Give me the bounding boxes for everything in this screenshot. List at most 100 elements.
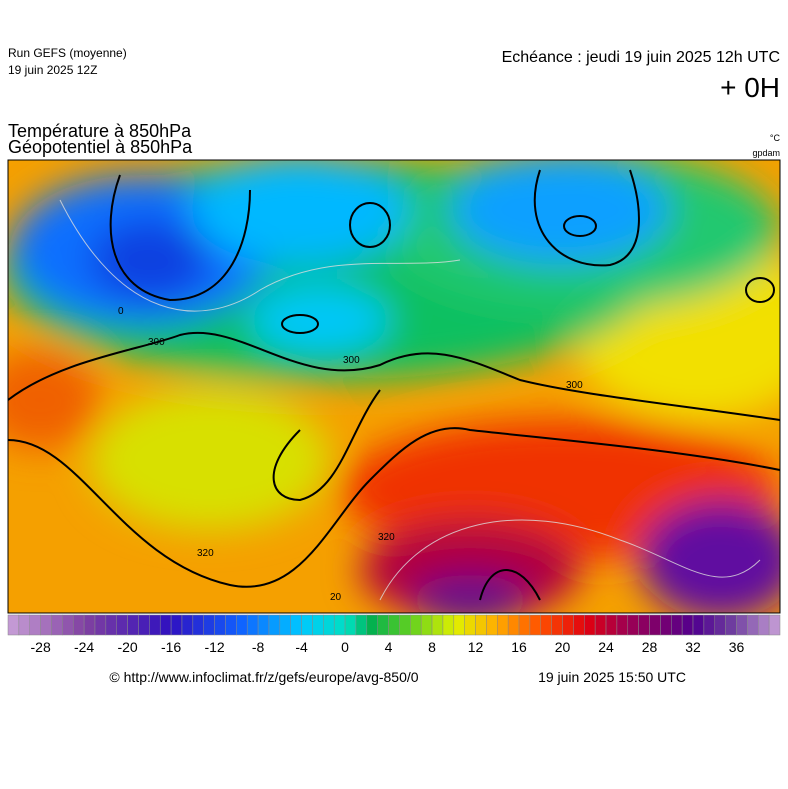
- colorbar-tick-label: 12: [468, 639, 484, 655]
- colorbar-swatch: [584, 614, 596, 636]
- colorbar-swatch: [257, 614, 270, 636]
- colorbar-swatch: [660, 614, 672, 636]
- colorbar-swatch: [116, 614, 128, 636]
- colorbar-swatch: [605, 614, 618, 636]
- colorbar-swatch: [594, 614, 607, 636]
- colorbar-swatch: [768, 614, 781, 636]
- colorbar-swatch: [758, 614, 770, 636]
- colorbar-tick-label: 4: [385, 639, 393, 655]
- colorbar-swatch: [551, 614, 563, 636]
- colorbar-swatch: [431, 614, 444, 636]
- colorbar-swatch: [410, 614, 422, 636]
- colorbar-swatch: [692, 614, 705, 636]
- contour-label: 300: [148, 337, 165, 348]
- colorbar-tick-label: 24: [598, 639, 614, 655]
- colorbar-swatch: [83, 614, 96, 636]
- colorbar-swatch: [627, 614, 639, 636]
- colorbar-swatch: [170, 614, 183, 636]
- colorbar-tick-label: 28: [642, 639, 658, 655]
- colorbar-swatch: [649, 614, 661, 636]
- colorbar-swatch: [181, 614, 194, 636]
- unit-temperature: °C: [770, 133, 781, 143]
- colorbar-swatch: [399, 614, 411, 636]
- colorbar-swatch: [486, 614, 498, 636]
- colorbar-swatch: [323, 614, 335, 636]
- colorbar-swatch: [333, 614, 346, 636]
- colorbar-swatch: [540, 614, 552, 636]
- colorbar-swatch: [192, 614, 204, 636]
- colorbar-swatch: [203, 614, 215, 636]
- colorbar-swatch: [377, 614, 389, 636]
- colorbar-tick-label: -12: [204, 639, 224, 655]
- colorbar-swatch: [573, 614, 585, 636]
- colorbar-tick-label: -20: [117, 639, 137, 655]
- echeance: Echéance : jeudi 19 juin 2025 12h UTC: [502, 49, 780, 66]
- colorbar-tick-label: 36: [729, 639, 745, 655]
- colorbar-swatch: [442, 614, 455, 636]
- source-url: © http://www.infoclimat.fr/z/gefs/europe…: [109, 669, 418, 685]
- colorbar-swatch: [236, 614, 248, 636]
- contour-label: 320: [378, 532, 395, 543]
- colorbar-tick-label: 8: [428, 639, 436, 655]
- contour-label: 300: [566, 380, 583, 391]
- colorbar-swatch: [518, 614, 531, 636]
- title-temperature: Température à 850hPa: [8, 121, 192, 141]
- colorbar-swatch: [714, 614, 726, 636]
- colorbar-swatch: [420, 614, 433, 636]
- colorbar-swatch: [312, 614, 324, 636]
- colorbar-tick-label: 20: [555, 639, 571, 655]
- run-label: Run GEFS (moyenne): [8, 46, 127, 60]
- contour-label: 300: [343, 355, 360, 366]
- colorbar-swatch: [40, 614, 52, 636]
- colorbar-swatch: [138, 614, 150, 636]
- colorbar-swatch: [703, 614, 716, 636]
- colorbar-swatch: [290, 614, 302, 636]
- colorbar-swatch: [214, 614, 226, 636]
- lead-time: + 0H: [720, 72, 780, 103]
- generated-date: 19 juin 2025 15:50 UTC: [538, 669, 686, 685]
- map-frame: [7, 159, 781, 614]
- colorbar-swatch: [562, 614, 574, 636]
- colorbar-swatch: [301, 614, 313, 636]
- colorbar-swatch: [453, 614, 465, 636]
- colorbar-swatch: [94, 614, 107, 636]
- colorbar-swatch: [507, 614, 520, 636]
- colorbar-swatch: [725, 614, 737, 636]
- colorbar-swatch: [29, 614, 41, 636]
- contour-label: 20: [330, 592, 342, 603]
- colorbar-swatch: [159, 614, 172, 636]
- colorbar-swatch: [497, 614, 509, 636]
- map: 300 300 300 320 320 20 0: [8, 160, 780, 613]
- colorbar-swatch: [105, 614, 117, 636]
- colorbar-tick-label: 16: [511, 639, 527, 655]
- colorbar-tick-label: 32: [685, 639, 701, 655]
- colorbar-swatch: [127, 614, 139, 636]
- title-geopotential: Géopotentiel à 850hPa: [8, 137, 193, 157]
- colorbar-tick-label: -28: [31, 639, 51, 655]
- colorbar-tick-label: -24: [74, 639, 94, 655]
- colorbar-swatch: [7, 614, 20, 636]
- colorbar-swatch: [355, 614, 368, 636]
- run-date: 19 juin 2025 12Z: [8, 63, 97, 77]
- colorbar-swatch: [736, 614, 748, 636]
- colorbar-swatch: [747, 614, 759, 636]
- colorbar-swatch: [366, 614, 378, 636]
- colorbar-swatch: [72, 614, 85, 636]
- colorbar-swatch: [279, 614, 291, 636]
- colorbar-swatch: [62, 614, 74, 636]
- colorbar-swatch: [246, 614, 259, 636]
- colorbar-swatch: [681, 614, 694, 636]
- colorbar-swatch: [268, 614, 281, 636]
- colorbar-tick-label: -16: [161, 639, 181, 655]
- colorbar-tick-label: 0: [341, 639, 349, 655]
- colorbar: -28 -24 -20 -16 -12 -8 -4 0 4 8 12 16 20 24 28 32 36: [7, 614, 781, 655]
- colorbar-swatch: [638, 614, 650, 636]
- contour-label: 0: [118, 306, 124, 317]
- colorbar-swatch: [388, 614, 400, 636]
- colorbar-swatch: [225, 614, 237, 636]
- colorbar-swatch: [18, 614, 30, 636]
- colorbar-swatch: [616, 614, 629, 636]
- colorbar-swatch: [344, 614, 357, 636]
